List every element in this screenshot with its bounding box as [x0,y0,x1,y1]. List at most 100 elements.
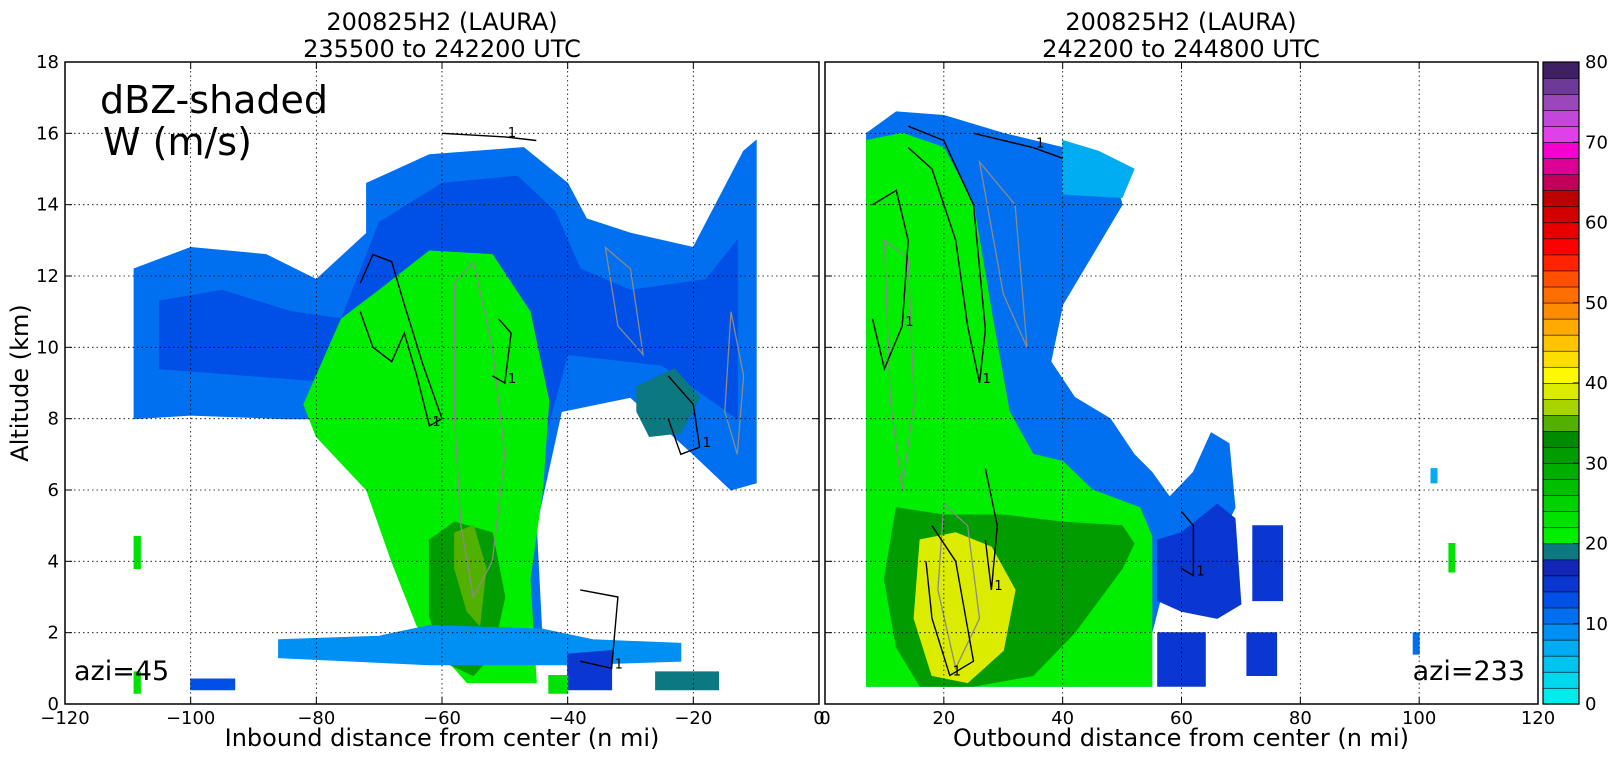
w-contour-label: 1 [615,657,623,672]
colorbar [1542,61,1580,705]
w-contour-3 [984,468,999,590]
colorbar-segment [1542,414,1580,432]
w-contour-2 [441,132,537,142]
reflectivity-region-speck-b [133,671,141,694]
y-tick-label: 4 [48,551,59,572]
colorbar-segment [1542,687,1580,705]
colorbar-segment [1542,607,1580,625]
colorbar-tick-label: 50 [1585,293,1608,314]
w-contour-label: 1 [953,664,961,679]
y-tick-label: 16 [36,123,59,144]
w-contour-label: 1 [994,579,1002,594]
y-tick-label: 2 [48,623,59,644]
colorbar-segment [1542,318,1580,336]
colorbar-segment [1542,446,1580,464]
x-tick-label: −120 [40,708,89,729]
colorbar-segment [1542,382,1580,400]
w-contour-label: 1 [508,372,516,387]
colorbar-segment [1542,158,1580,175]
colorbar-segment [1542,462,1580,480]
x-tick-label: 100 [1402,708,1436,729]
colorbar-segment [1542,366,1580,384]
y-tick-label: 12 [36,266,59,287]
w-contour-label: 1 [982,372,990,387]
colorbar-segment [1542,77,1580,95]
colorbar-segment [1542,286,1580,304]
reflectivity-region-cell-73 [1252,525,1283,602]
w-contour-1 [907,125,987,384]
reflectivity-region-speck-e [655,671,719,691]
colorbar-tick-label: 20 [1585,534,1608,555]
left-xlabel: Inbound distance from center (n mi) [225,724,660,752]
left-ylabel: Altitude (km) [6,304,34,461]
colorbar-segment [1542,125,1580,143]
colorbar-segment [1542,671,1580,689]
left-subtitle: 235500 to 242200 UTC [303,35,581,63]
w-contour-label: 1 [1196,565,1204,580]
colorbar-segment [1542,222,1580,240]
colorbar-tick-label: 0 [1585,694,1596,715]
x-tick-label: 20 [932,708,955,729]
colorbar-segment [1542,270,1580,288]
right-title: 200825H2 (LAURA) [1065,8,1296,36]
y-tick-label: 8 [48,409,59,430]
x-tick-label: 120 [1521,708,1555,729]
colorbar-segment [1542,206,1580,224]
x-tick-label: −40 [549,708,587,729]
colorbar-tick-label: 30 [1585,453,1608,474]
annotation-dbz-shaded: dBZ-shaded [100,78,328,122]
colorbar-segment [1542,174,1580,192]
w-contour-2 [925,525,975,677]
y-tick-label: 14 [36,195,59,216]
x-tick-label: 80 [1289,708,1312,729]
w-contour-4 [1180,510,1195,577]
left-azimuth-label: azi=45 [74,656,169,687]
right-grid [825,62,1538,704]
w-contour-gray-2 [937,502,981,671]
colorbar-tick-label: 80 [1585,52,1608,73]
w-contour-1 [491,318,512,385]
w-contour-gray-0 [883,238,915,491]
w-contour-gray-0 [453,260,506,599]
colorbar-segment [1542,302,1580,320]
left-panel: 200825H2 (LAURA) 235500 to 242200 UTC 1 1… [6,8,825,752]
colorbar-tick-label: 10 [1585,614,1608,635]
right-reflectivity-shading [866,111,1456,687]
colorbar-segment [1542,93,1580,111]
left-title: 200825H2 (LAURA) [326,8,557,36]
right-subtitle: 242200 to 244800 UTC [1042,35,1320,63]
reflectivity-region-cell-60-low [1157,632,1206,687]
w-contour-label: 1 [905,315,913,330]
colorbar-segment [1542,639,1580,657]
colorbar-segment [1542,398,1580,416]
annotation-w-ms: W (m/s) [103,120,252,164]
colorbar-segment [1542,254,1580,272]
x-tick-label: 0 [819,708,830,729]
x-tick-label: −100 [166,708,215,729]
y-tick-label: 18 [36,52,59,73]
reflectivity-region-cell-b [567,649,613,691]
x-tick-label: −20 [674,708,712,729]
right-azimuth-label: azi=233 [1413,656,1525,687]
right-panel: 200825H2 (LAURA) 242200 to 244800 UTC 1 1… [819,8,1555,752]
colorbar-ticks: 0 10 20 30 40 50 60 70 80 [1573,52,1608,715]
colorbar-segment [1542,495,1580,513]
y-tick-label: 6 [48,480,59,501]
x-tick-label: 40 [1051,708,1074,729]
reflectivity-region-speck-d [548,675,569,694]
colorbar-segment [1542,591,1580,609]
w-contour-0 [871,189,909,371]
reflectivity-region-cell-73-low [1246,632,1278,676]
y-tick-label: 10 [36,337,59,358]
colorbar-segment [1542,559,1580,577]
colorbar-segment [1542,623,1580,641]
w-contour-gray-1 [978,159,1028,348]
colorbar-segment [1542,655,1580,673]
w-contour-5 [973,132,1063,159]
colorbar-segment [1542,109,1580,127]
x-tick-label: 0 [813,708,824,729]
w-contour-label: 1 [1036,137,1044,152]
colorbar-segment [1542,190,1580,208]
colorbar-segment [1542,575,1580,593]
